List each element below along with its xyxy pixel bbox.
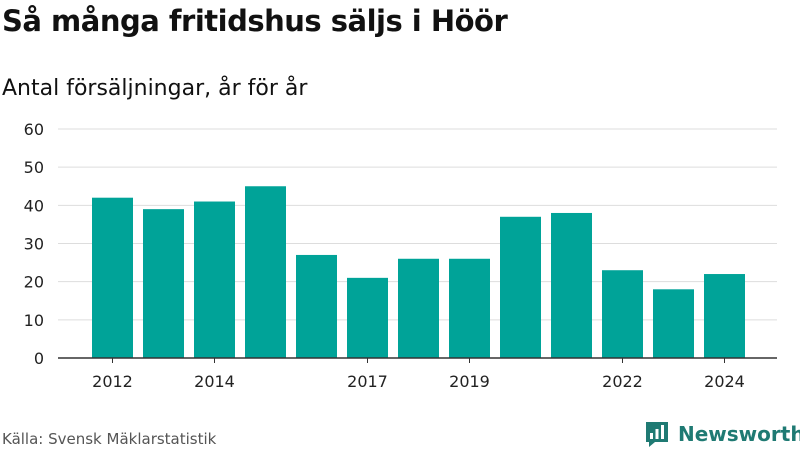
chart-subtitle: Antal försäljningar, år för år	[2, 76, 308, 101]
y-axis-ticks: 0 10 20 30 40 50 60	[24, 120, 44, 368]
y-tick-label: 60	[24, 120, 44, 139]
y-tick-label: 30	[24, 235, 44, 254]
y-tick-label: 40	[24, 196, 44, 215]
bar-2012	[92, 197, 133, 358]
y-tick-label: 20	[24, 273, 44, 292]
x-tick-label: 2019	[449, 372, 490, 391]
brand-name: Newsworthy	[678, 422, 800, 446]
bar-2015	[245, 186, 286, 358]
newsworthy-logo-icon	[646, 422, 668, 447]
bar-chart: 0 10 20 30 40 50 60 2012 2014 2017 2019 2022 2024	[24, 120, 777, 391]
y-tick-label: 50	[24, 158, 44, 177]
x-axis-ticks: 2012 2014 2017 2019 2022 2024	[92, 358, 745, 391]
chart-title: Så många fritidshus säljs i Höör	[2, 4, 508, 38]
bar-2014	[194, 201, 235, 358]
y-tick-label: 10	[24, 311, 44, 330]
x-tick-label: 2012	[92, 372, 133, 391]
bar-2020	[500, 216, 541, 358]
bar-2023	[653, 289, 694, 358]
x-tick-label: 2024	[704, 372, 745, 391]
bars	[92, 186, 745, 358]
bar-2016	[296, 254, 337, 358]
x-tick-label: 2014	[194, 372, 235, 391]
brand-logo: Newsworthy	[644, 420, 800, 448]
source-note: Källa: Svensk Mäklarstatistik	[2, 430, 217, 448]
bar-2017	[347, 277, 388, 358]
x-tick-label: 2022	[602, 372, 643, 391]
bar-2021	[551, 212, 592, 358]
bar-2013	[143, 209, 184, 358]
bar-2024	[704, 274, 745, 358]
x-tick-label: 2017	[347, 372, 388, 391]
bar-2018	[398, 258, 439, 358]
bar-2022	[602, 270, 643, 358]
bar-2019	[449, 258, 490, 358]
y-tick-label: 0	[34, 349, 44, 368]
